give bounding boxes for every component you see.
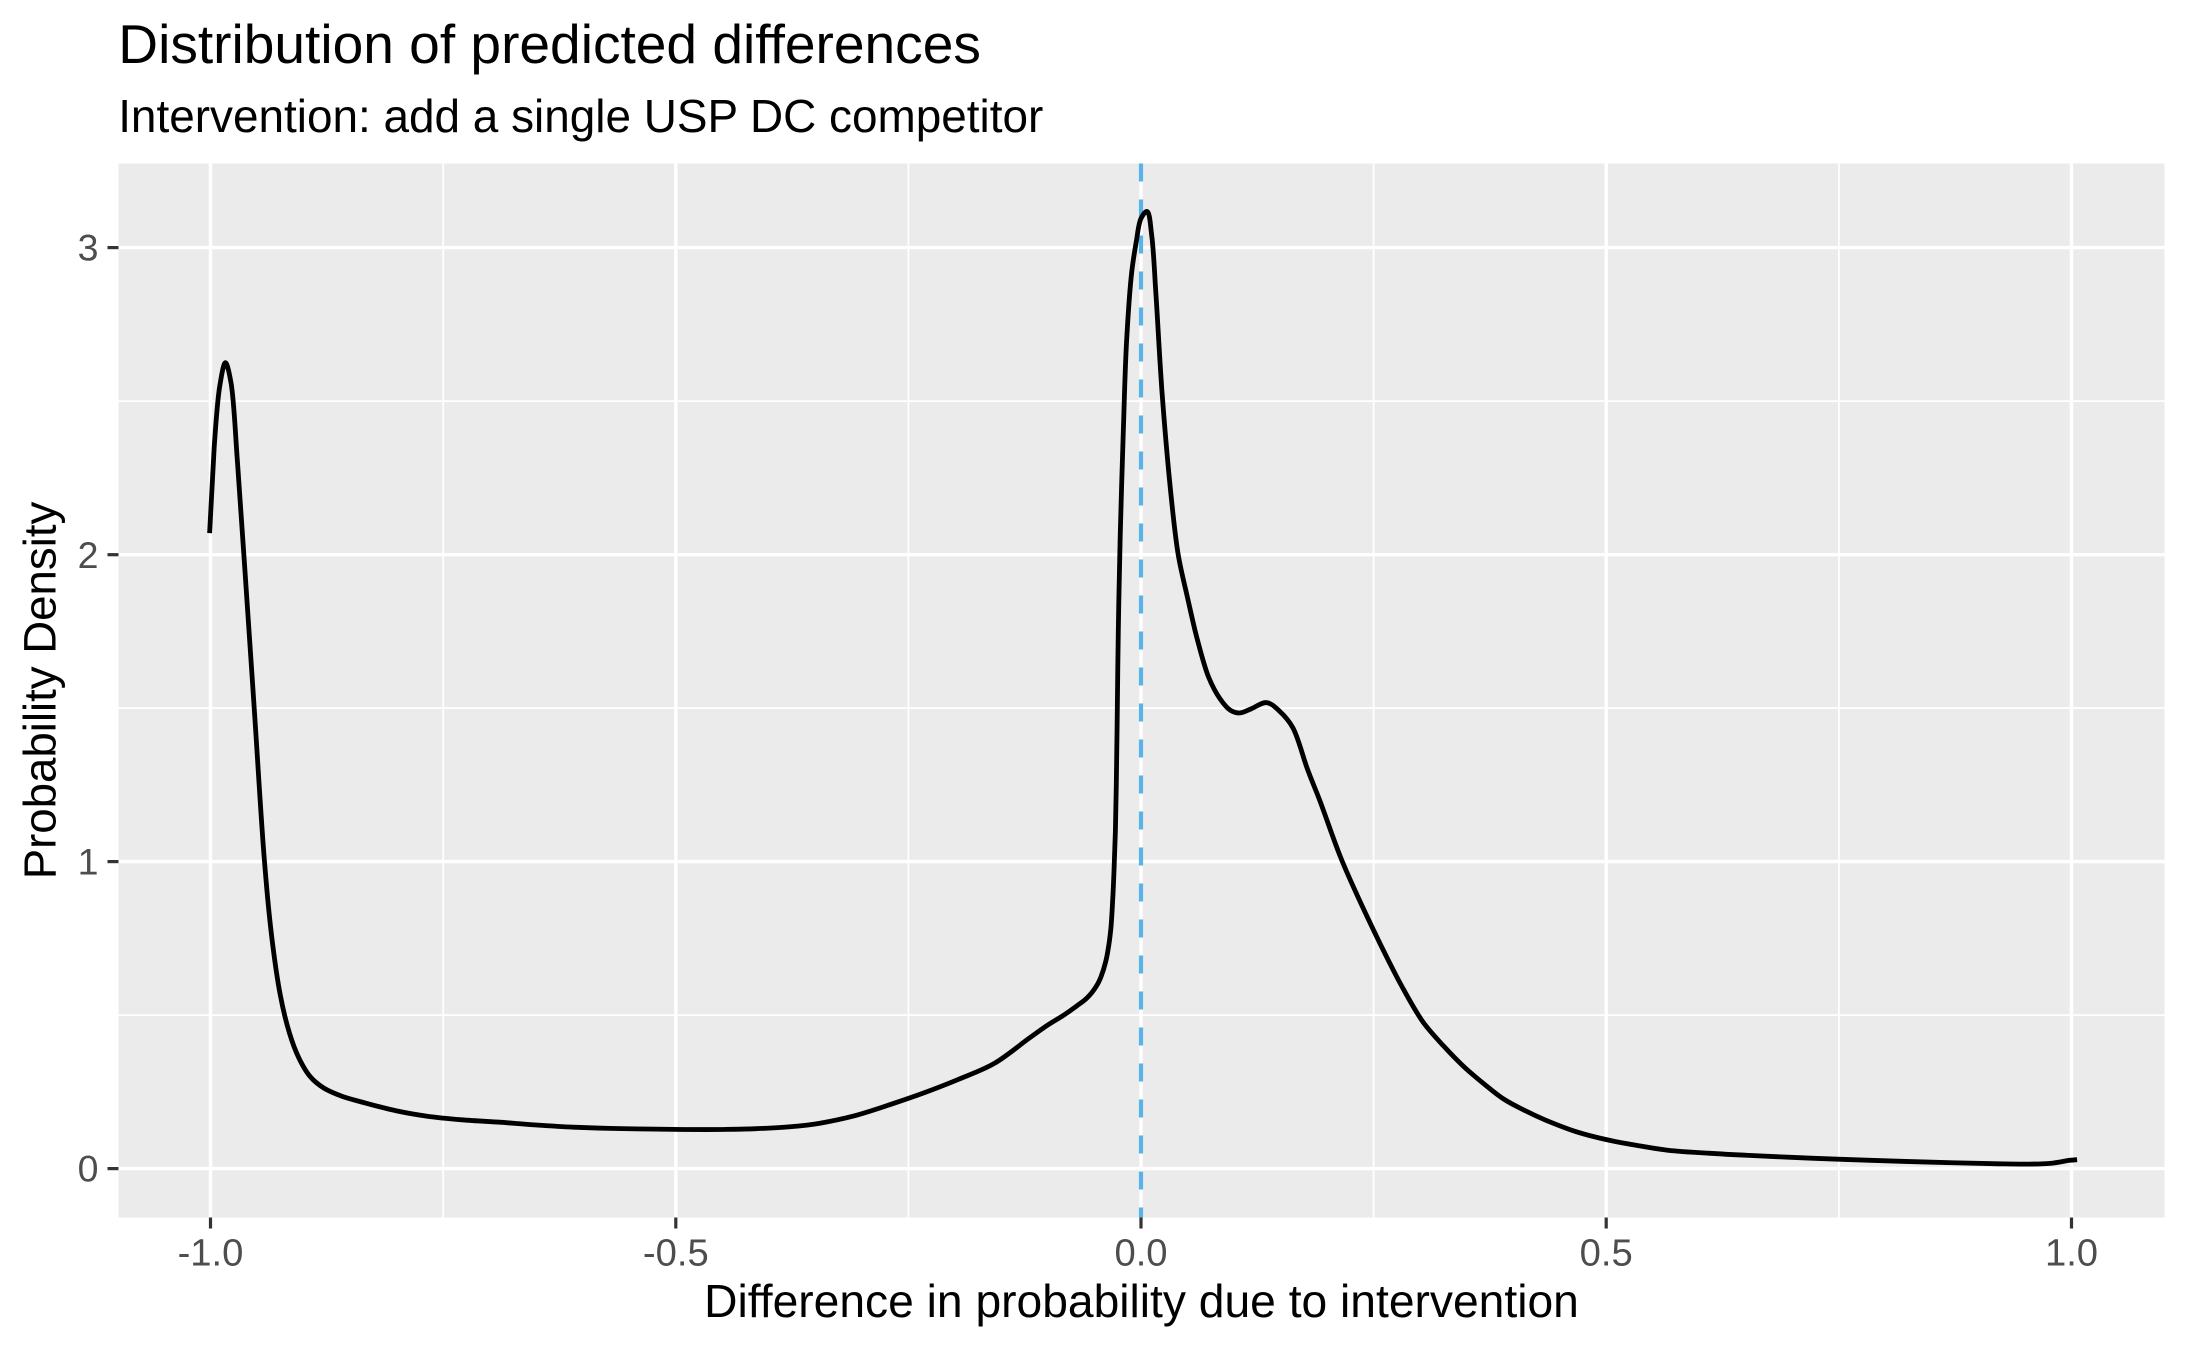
svg-text:Distribution of predicted diff: Distribution of predicted differences: [118, 13, 981, 75]
svg-text:2: 2: [78, 534, 99, 576]
svg-text:0.0: 0.0: [1114, 1232, 1167, 1275]
svg-text:Difference in probability due: Difference in probability due to interve…: [704, 1275, 1579, 1327]
svg-text:0.5: 0.5: [1580, 1232, 1633, 1275]
svg-text:Intervention: add a single USP: Intervention: add a single USP DC compet…: [118, 90, 1043, 142]
svg-text:1.0: 1.0: [2045, 1232, 2098, 1275]
svg-text:1: 1: [78, 841, 99, 883]
svg-text:Probability Density: Probability Density: [14, 502, 65, 880]
svg-text:-1.0: -1.0: [178, 1232, 244, 1275]
svg-text:3: 3: [78, 227, 99, 269]
svg-text:0: 0: [78, 1148, 99, 1190]
svg-text:-0.5: -0.5: [643, 1232, 709, 1275]
